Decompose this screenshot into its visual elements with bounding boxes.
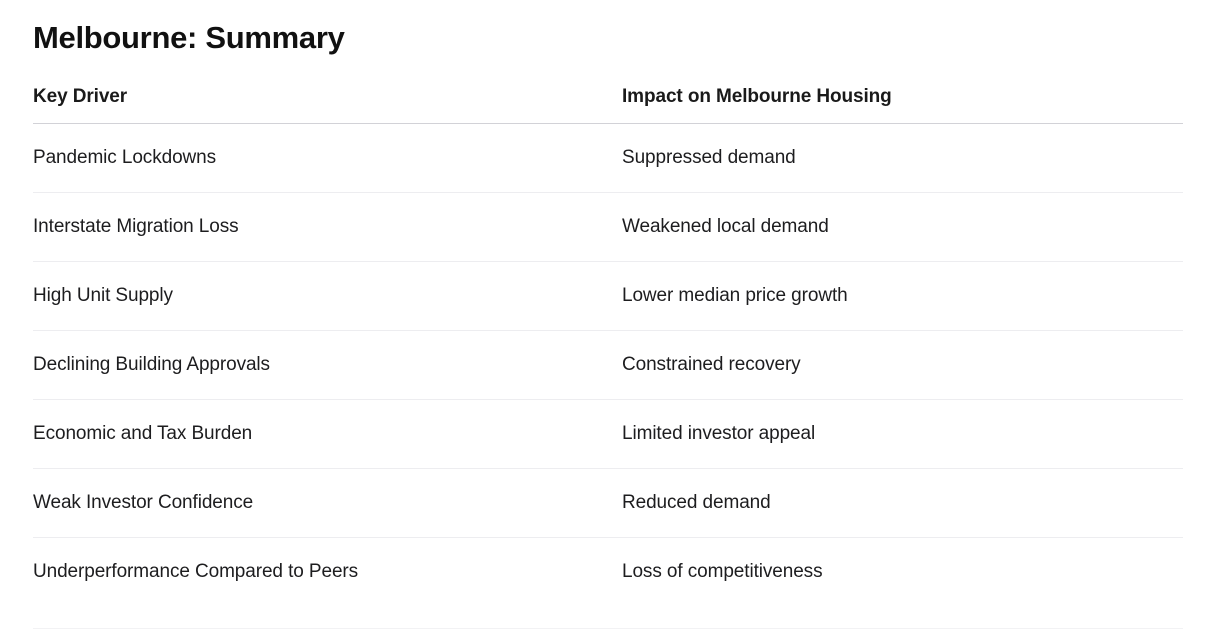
impact-cell: Lower median price growth bbox=[622, 261, 1183, 331]
table-row: Economic and Tax Burden Limited investor… bbox=[33, 399, 1183, 469]
column-header-key-driver: Key Driver bbox=[33, 75, 622, 124]
key-driver-cell: High Unit Supply bbox=[33, 261, 622, 331]
table-row: Weak Investor Confidence Reduced demand bbox=[33, 468, 1183, 538]
table-row: Pandemic Lockdowns Suppressed demand bbox=[33, 123, 1183, 193]
key-driver-cell: Pandemic Lockdowns bbox=[33, 123, 622, 193]
table-header-row: Key Driver Impact on Melbourne Housing bbox=[33, 75, 1183, 124]
impact-cell: Suppressed demand bbox=[622, 123, 1183, 193]
key-driver-cell: Weak Investor Confidence bbox=[33, 468, 622, 538]
key-driver-cell: Interstate Migration Loss bbox=[33, 192, 622, 262]
page-title: Melbourne: Summary bbox=[33, 20, 345, 55]
key-driver-cell: Underperformance Compared to Peers bbox=[33, 537, 622, 629]
impact-cell: Limited investor appeal bbox=[622, 399, 1183, 469]
table-body: Pandemic Lockdowns Suppressed demand Int… bbox=[33, 123, 1183, 629]
key-driver-cell: Declining Building Approvals bbox=[33, 330, 622, 400]
table-row: High Unit Supply Lower median price grow… bbox=[33, 261, 1183, 331]
key-driver-cell: Economic and Tax Burden bbox=[33, 399, 622, 469]
table-row: Interstate Migration Loss Weakened local… bbox=[33, 192, 1183, 262]
impact-cell: Constrained recovery bbox=[622, 330, 1183, 400]
table-row: Declining Building Approvals Constrained… bbox=[33, 330, 1183, 400]
summary-table: Key Driver Impact on Melbourne Housing P… bbox=[33, 75, 1183, 629]
table-row: Underperformance Compared to Peers Loss … bbox=[33, 537, 1183, 629]
impact-cell: Weakened local demand bbox=[622, 192, 1183, 262]
impact-cell: Reduced demand bbox=[622, 468, 1183, 538]
column-header-impact: Impact on Melbourne Housing bbox=[622, 75, 1183, 124]
impact-cell: Loss of competitiveness bbox=[622, 537, 1183, 629]
